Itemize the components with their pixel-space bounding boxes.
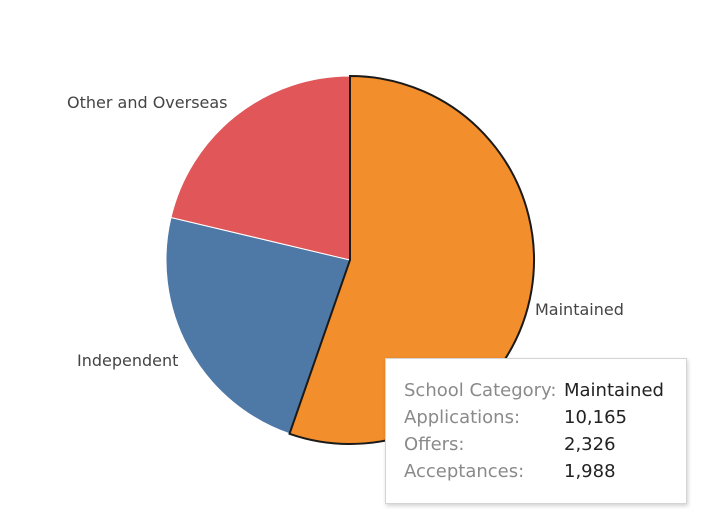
pie-slice-highlight-outline: [288, 74, 535, 445]
tooltip-key: Applications:: [404, 407, 521, 428]
pie-slice-independent[interactable]: [165, 216, 351, 435]
tooltip-value: 1,988: [564, 461, 616, 482]
pie-slice-other-and-overseas[interactable]: [170, 75, 351, 261]
tooltip-value: Maintained: [564, 380, 664, 401]
tooltip-row-category: School Category: Maintained: [404, 377, 686, 404]
tooltip-row-applications: Applications: 10,165: [404, 404, 686, 431]
pie-labels: Maintained Independent Other and Overseas: [67, 93, 624, 370]
pie-label-independent: Independent: [77, 351, 178, 370]
tooltip-row-offers: Offers: 2,326: [404, 431, 686, 458]
tooltip: School Category: Maintained Applications…: [385, 358, 687, 504]
pie-label-maintained: Maintained: [535, 300, 624, 319]
tooltip-key: Offers:: [404, 434, 465, 455]
tooltip-value: 2,326: [564, 434, 616, 455]
pie-slices: [165, 74, 535, 445]
pie-label-other-and-overseas: Other and Overseas: [67, 93, 228, 112]
tooltip-key: School Category:: [404, 380, 557, 401]
tooltip-row-acceptances: Acceptances: 1,988: [404, 458, 686, 485]
tooltip-key: Acceptances:: [404, 461, 525, 482]
tooltip-value: 10,165: [564, 407, 627, 428]
